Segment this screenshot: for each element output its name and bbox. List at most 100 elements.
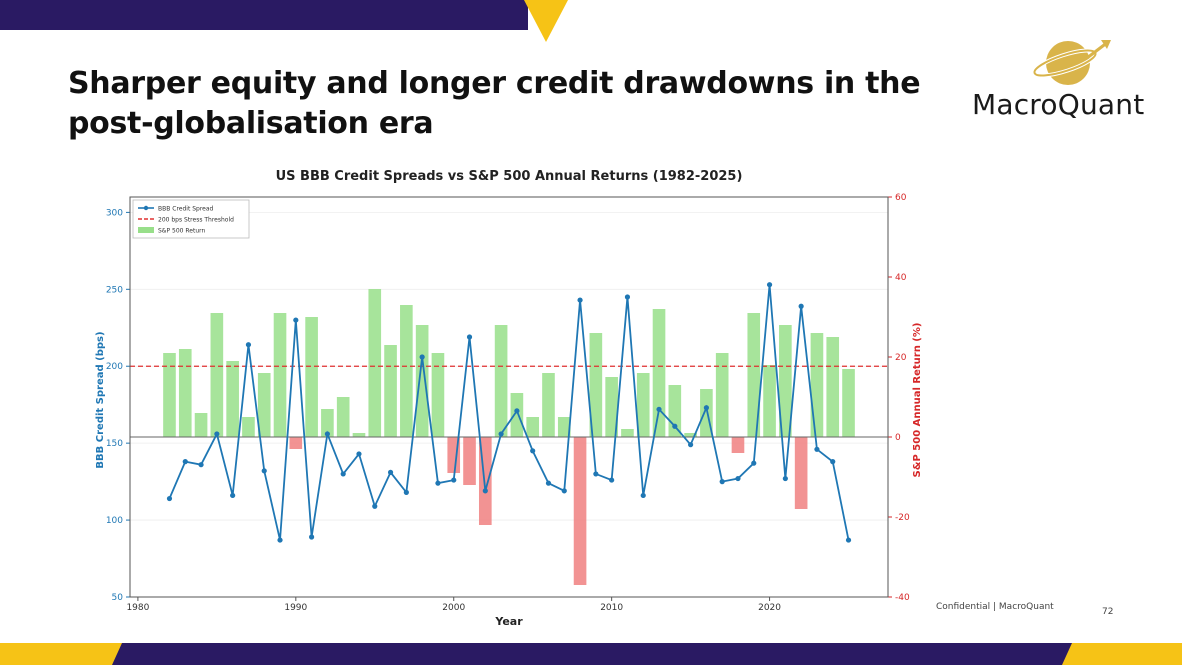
spread-point-2010 (609, 477, 615, 483)
legend-label-return: S&P 500 Return (158, 228, 205, 235)
spread-point-2016 (703, 405, 709, 411)
return-bar-1987 (242, 417, 255, 437)
macroquant-logo (1032, 40, 1111, 85)
y-axis-label-right: S&P 500 Annual Return (%) (912, 323, 923, 478)
spread-point-1992 (324, 431, 330, 437)
x-tick-label: 2010 (600, 603, 623, 613)
return-bar-2015 (684, 433, 697, 437)
return-bar-2012 (636, 373, 650, 437)
spread-point-2020 (766, 282, 773, 288)
return-bar-2022 (794, 437, 808, 509)
spread-point-2004 (514, 408, 520, 414)
bottom-left-accent (0, 643, 112, 665)
return-bar-2007 (557, 417, 571, 437)
x-tick-label: 1980 (126, 603, 149, 613)
spread-point-1986 (230, 492, 236, 499)
y-right-tick-label: -40 (895, 593, 910, 603)
return-bar-2001 (463, 437, 476, 485)
return-bar-1990 (289, 437, 303, 449)
spread-point-1987 (245, 342, 252, 348)
spread-point-2006 (545, 480, 552, 486)
legend-bar-swatch (138, 227, 154, 233)
planet-icon (1032, 40, 1111, 85)
return-bar-1982 (163, 353, 176, 437)
return-bar-1983 (178, 349, 192, 437)
y-right-tick-label: 40 (895, 273, 907, 283)
spread-point-2012 (640, 492, 646, 499)
spread-point-2023 (814, 446, 820, 452)
spread-point-2022 (798, 303, 804, 309)
return-bar-2023 (810, 333, 824, 437)
logo-wordmark: MacroQuant (972, 88, 1145, 121)
plot-frame (129, 196, 889, 598)
bottom-accent-band (0, 643, 1182, 665)
spread-point-2013 (656, 406, 662, 412)
spread-point-1994 (356, 451, 362, 457)
x-tick-label: 2020 (758, 603, 781, 613)
legend-marker-swatch (143, 205, 149, 211)
bottom-right-accent (1072, 643, 1182, 665)
return-bar-2020 (763, 365, 776, 437)
spread-point-2007 (561, 488, 567, 494)
return-bar-1994 (352, 433, 366, 437)
y-axis-label-left: BBB Credit Spread (bps) (95, 331, 106, 468)
return-bar-1998 (415, 325, 429, 437)
legend-label-threshold: 200 bps Stress Threshold (158, 217, 234, 224)
slide-title: Sharper equity and longer credit drawdow… (68, 66, 921, 141)
x-axis-label: Year (494, 615, 523, 628)
return-bar-2018 (731, 437, 745, 453)
bottom-left-accent-slant (112, 643, 122, 665)
top-accent-triangle (524, 0, 568, 42)
spread-point-1995 (372, 503, 378, 509)
spread-point-2014 (672, 423, 678, 429)
spread-point-2021 (782, 475, 788, 482)
spread-point-2018 (735, 475, 741, 482)
return-bar-2009 (589, 333, 603, 437)
footer-confidential: Confidential | MacroQuant (936, 602, 1054, 612)
spread-point-2002 (482, 488, 488, 494)
y-right-tick-label: 0 (895, 433, 901, 443)
return-bar-2024 (826, 337, 840, 437)
chart-title: US BBB Credit Spreads vs S&P 500 Annual … (276, 169, 743, 184)
return-bar-2017 (715, 353, 729, 437)
y-left-tick-label: 50 (112, 593, 124, 603)
top-accent-bar (0, 0, 528, 30)
spread-point-1997 (403, 489, 409, 495)
spread-point-1998 (419, 354, 425, 360)
spread-point-1988 (261, 468, 267, 474)
y-left-tick-label: 300 (106, 208, 123, 218)
y-right-tick-label: -20 (895, 513, 910, 523)
return-bar-2014 (668, 385, 682, 437)
return-bar-2010 (605, 377, 618, 437)
page-number: 72 (1102, 607, 1114, 617)
return-bar-1985 (210, 313, 224, 437)
legend: BBB Credit Spread 200 bps Stress Thresho… (132, 199, 250, 239)
return-bar-1997 (400, 305, 413, 437)
credit-spread-line (168, 284, 850, 541)
return-bar-1992 (321, 409, 334, 437)
legend-label-spread: BBB Credit Spread (158, 206, 214, 213)
return-bar-2003 (494, 325, 508, 437)
spread-point-1999 (435, 480, 441, 486)
spread-point-2000 (451, 477, 457, 483)
return-bar-2013 (652, 309, 666, 437)
return-bar-2025 (842, 369, 855, 437)
spread-point-2009 (593, 471, 599, 477)
bottom-right-accent-slant (1062, 643, 1072, 665)
spread-point-2019 (751, 460, 757, 466)
spread-point-2005 (530, 448, 536, 454)
return-bar-2006 (542, 373, 555, 437)
return-bar-1995 (368, 289, 382, 437)
spread-point-1990 (293, 317, 299, 323)
spread-point-2017 (719, 479, 725, 485)
return-bar-1996 (384, 345, 397, 437)
y-left-tick-label: 200 (106, 362, 123, 372)
spread-point-2001 (466, 334, 473, 340)
y-left-tick-label: 100 (106, 516, 123, 526)
return-bar-1993 (336, 397, 350, 437)
x-tick-label: 2000 (442, 603, 465, 613)
return-bar-2021 (779, 325, 792, 437)
spread-point-1989 (277, 537, 283, 543)
y-left-tick-label: 250 (106, 285, 123, 295)
